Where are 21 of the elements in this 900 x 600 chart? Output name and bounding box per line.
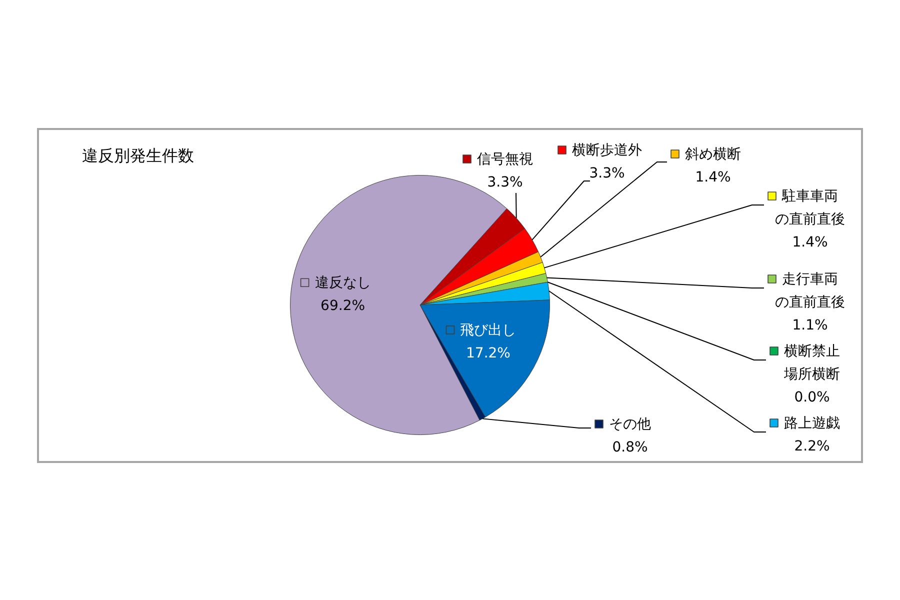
data-label: 1.1% (792, 318, 828, 334)
legend-label: 違反なし (314, 275, 371, 292)
legend-label: 信号無視 (477, 152, 533, 168)
legend-label: 駐車車両の直前直後 (775, 188, 845, 228)
data-label: 3.3% (487, 174, 523, 191)
legend-label: 路上遊戯 (784, 416, 840, 432)
text: 0.0% (794, 390, 830, 406)
legend-label: 横断禁止場所横断 (783, 344, 840, 383)
legend-label: 斜め横断 (685, 146, 741, 163)
data-label: 1.4% (792, 234, 828, 251)
legend-label: 横断歩道外 (572, 142, 642, 159)
data-label: 17.2% (466, 346, 510, 362)
data-label: 1.4% (695, 170, 731, 186)
legend-label: その他 (609, 416, 651, 433)
legend-label: 飛び出し (460, 322, 516, 339)
legend-label: 走行車両の直前直後 (775, 272, 845, 311)
data-label: 3.3% (589, 166, 625, 182)
data-label: 0.8% (612, 440, 648, 456)
text: 違反別発生件数 (82, 146, 194, 166)
data-label: 2.2% (794, 438, 830, 455)
data-label: 69.2% (320, 298, 366, 314)
